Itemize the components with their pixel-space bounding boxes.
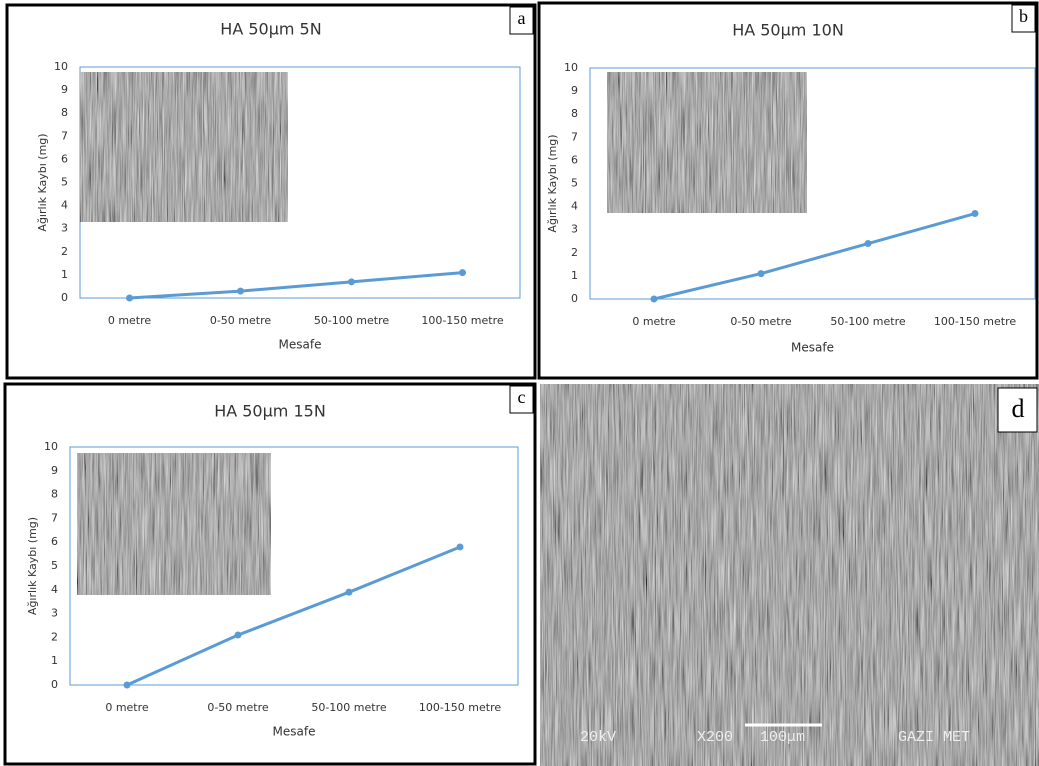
point — [651, 296, 658, 303]
y-tick-label: 2 — [571, 246, 578, 259]
y-tick-label: 7 — [571, 130, 578, 143]
x-tick-label: 0 metre — [108, 314, 152, 327]
y-tick-label: 5 — [61, 176, 68, 189]
y-tick-label: 5 — [571, 177, 578, 190]
x-tick-label: 50-100 metre — [314, 314, 390, 327]
y-tick-label: 8 — [61, 106, 68, 119]
y-tick-label: 6 — [571, 153, 578, 166]
y-tick-label: 7 — [61, 129, 68, 142]
y-tick-label: 8 — [51, 488, 58, 501]
y-tick-label: 2 — [61, 245, 68, 258]
y-tick-label: 8 — [571, 107, 578, 120]
sem-text: 20kV — [580, 729, 616, 746]
chart-title: HA 50µm 10N — [732, 21, 844, 40]
point — [972, 210, 979, 217]
x-axis-label: Mesafe — [791, 341, 834, 355]
panel-label: b — [1019, 6, 1028, 26]
y-tick-label: 3 — [61, 222, 68, 235]
figure: d 20kV X200 100μm GAZI MET 0123456789100… — [0, 0, 1039, 766]
y-axis-label: Ağırlık Kaybı (mg) — [546, 134, 559, 232]
y-tick-label: 0 — [571, 292, 578, 305]
x-tick-label: 50-100 metre — [311, 701, 387, 714]
y-tick-label: 4 — [51, 583, 58, 596]
y-axis-label: Ağırlık Kaybı (mg) — [26, 517, 39, 615]
panel-label: a — [518, 8, 526, 28]
y-tick-label: 1 — [571, 269, 578, 282]
point — [124, 682, 131, 689]
y-tick-label: 3 — [571, 223, 578, 236]
point — [457, 543, 464, 550]
y-tick-label: 10 — [44, 440, 58, 453]
point — [348, 278, 355, 285]
point — [865, 240, 872, 247]
sem-inset-texture — [80, 72, 288, 222]
chart-title: HA 50µm 5N — [220, 20, 321, 39]
x-tick-label: 0-50 metre — [210, 314, 272, 327]
y-tick-label: 10 — [564, 61, 578, 74]
y-axis-label: Ağırlık Kaybı (mg) — [36, 133, 49, 231]
x-tick-label: 100-150 metre — [421, 314, 504, 327]
y-tick-label: 3 — [51, 607, 58, 620]
y-tick-label: 6 — [51, 535, 58, 548]
y-tick-label: 7 — [51, 511, 58, 524]
x-tick-label: 100-150 metre — [419, 701, 502, 714]
point — [237, 288, 244, 295]
y-tick-label: 4 — [61, 199, 68, 212]
point — [758, 270, 765, 277]
y-tick-label: 6 — [61, 152, 68, 165]
y-tick-label: 0 — [51, 678, 58, 691]
panel-label: c — [518, 387, 526, 407]
y-tick-label: 4 — [571, 200, 578, 213]
y-tick-label: 9 — [571, 84, 578, 97]
y-tick-label: 10 — [54, 60, 68, 73]
chart-title: HA 50µm 15N — [214, 402, 326, 421]
y-tick-label: 9 — [61, 83, 68, 96]
x-tick-label: 100-150 metre — [934, 315, 1017, 328]
y-tick-label: 9 — [51, 464, 58, 477]
x-tick-label: 0 metre — [632, 315, 676, 328]
x-tick-label: 0-50 metre — [730, 315, 792, 328]
point — [346, 589, 353, 596]
sem-text: GAZI MET — [898, 729, 970, 746]
point — [235, 632, 242, 639]
y-tick-label: 1 — [51, 654, 58, 667]
point — [126, 295, 133, 302]
y-tick-label: 0 — [61, 291, 68, 304]
sem-inset-texture — [77, 453, 271, 595]
x-tick-label: 0 metre — [105, 701, 149, 714]
sem-inset-texture — [607, 72, 807, 213]
sem-texture — [540, 384, 1039, 766]
y-tick-label: 1 — [61, 268, 68, 281]
panel-label: d — [1012, 394, 1025, 423]
x-tick-label: 0-50 metre — [207, 701, 269, 714]
x-tick-label: 50-100 metre — [830, 315, 906, 328]
sem-text: 100μm — [760, 729, 805, 746]
y-tick-label: 2 — [51, 630, 58, 643]
x-axis-label: Mesafe — [279, 338, 322, 352]
sem-text: X200 — [697, 729, 733, 746]
y-tick-label: 5 — [51, 559, 58, 572]
point — [459, 269, 466, 276]
x-axis-label: Mesafe — [273, 725, 316, 739]
